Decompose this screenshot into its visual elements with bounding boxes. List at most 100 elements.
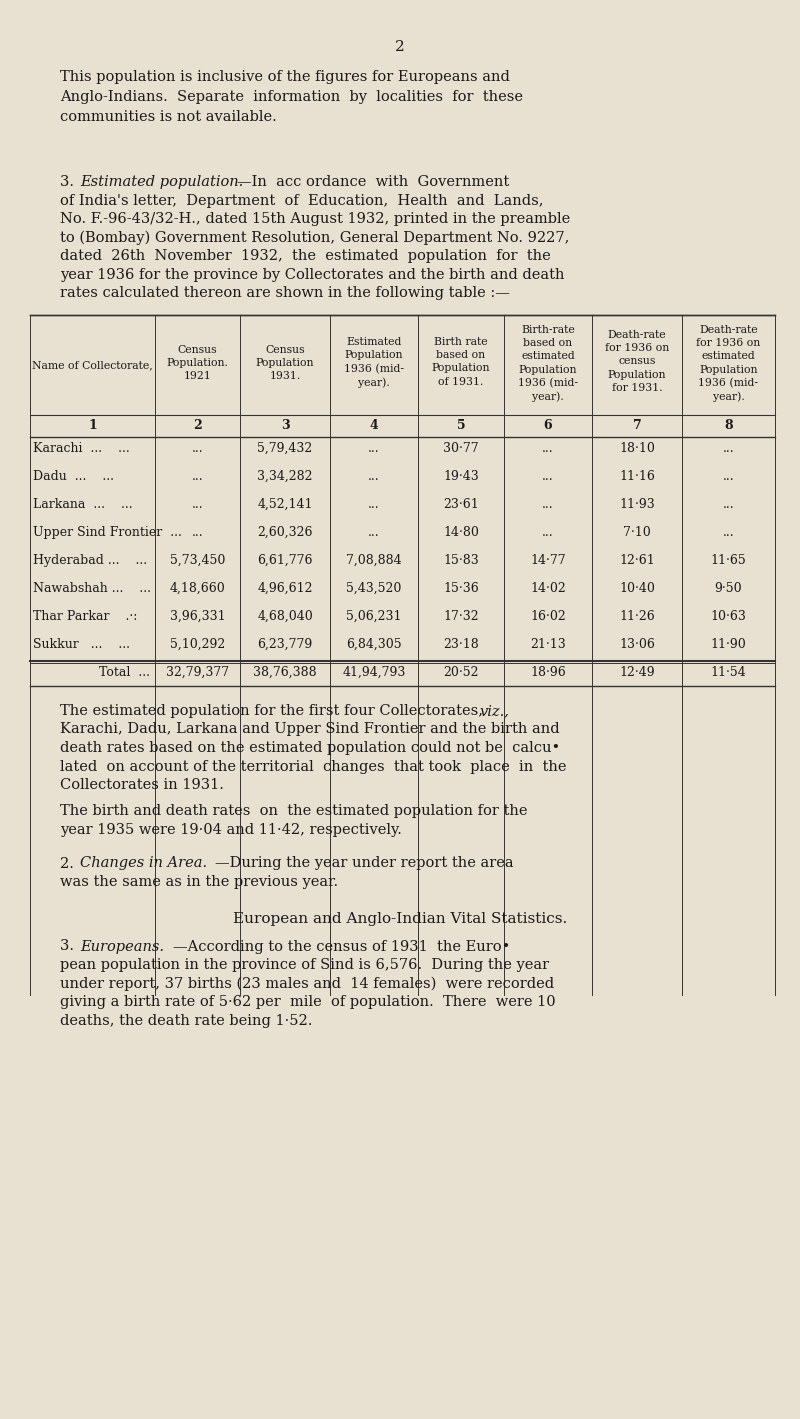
Text: 2: 2	[395, 40, 405, 54]
Text: 8: 8	[724, 419, 733, 431]
Text: Birth-rate
based on
estimated
Population
1936 (mid-
year).: Birth-rate based on estimated Population…	[518, 325, 578, 402]
Text: 41,94,793: 41,94,793	[342, 666, 406, 680]
Text: —According to the census of 1931  the Euro•: —According to the census of 1931 the Eur…	[173, 939, 510, 954]
Text: 12·61: 12·61	[619, 553, 655, 568]
Text: Death-rate
for 1936 on
census
Population
for 1931.: Death-rate for 1936 on census Population…	[605, 331, 669, 393]
Text: pean population in the province of Sind is 6,576.  During the year: pean population in the province of Sind …	[60, 958, 549, 972]
Text: 3.: 3.	[60, 939, 82, 954]
Text: ...: ...	[542, 526, 554, 539]
Text: ...: ...	[192, 498, 203, 511]
Text: —During the year under report the area: —During the year under report the area	[215, 857, 514, 870]
Text: 3,96,331: 3,96,331	[170, 610, 226, 623]
Text: 23·18: 23·18	[443, 639, 479, 651]
Text: 21·13: 21·13	[530, 639, 566, 651]
Text: ...: ...	[192, 470, 203, 482]
Text: ...: ...	[368, 441, 380, 455]
Text: deaths, the death rate being 1·52.: deaths, the death rate being 1·52.	[60, 1013, 312, 1027]
Text: 7: 7	[633, 419, 642, 431]
Text: 18·96: 18·96	[530, 666, 566, 680]
Text: 4,96,612: 4,96,612	[258, 582, 313, 595]
Text: Sukkur   ...    ...: Sukkur ... ...	[33, 639, 130, 651]
Text: year 1935 were 19·04 and 11·42, respectively.: year 1935 were 19·04 and 11·42, respecti…	[60, 823, 402, 837]
Text: 5,79,432: 5,79,432	[258, 441, 313, 455]
Text: 32,79,377: 32,79,377	[166, 666, 229, 680]
Text: Estimated
Population
1936 (mid-
year).: Estimated Population 1936 (mid- year).	[344, 336, 404, 387]
Text: ...: ...	[722, 526, 734, 539]
Text: Dadu  ...    ...: Dadu ... ...	[33, 470, 114, 482]
Text: This population is inclusive of the figures for Europeans and
Anglo-Indians.  Se: This population is inclusive of the figu…	[60, 70, 523, 123]
Text: Total  ...: Total ...	[99, 666, 150, 680]
Text: 23·61: 23·61	[443, 498, 479, 511]
Text: 16·02: 16·02	[530, 610, 566, 623]
Text: Census
Population
1931.: Census Population 1931.	[256, 345, 314, 382]
Text: 3,34,282: 3,34,282	[258, 470, 313, 482]
Text: Europeans.: Europeans.	[80, 939, 164, 954]
Text: of India's letter,  Department  of  Education,  Health  and  Lands,: of India's letter, Department of Educati…	[60, 193, 543, 207]
Text: ...: ...	[368, 498, 380, 511]
Text: 38,76,388: 38,76,388	[253, 666, 317, 680]
Text: Karachi  ...    ...: Karachi ... ...	[33, 441, 130, 455]
Text: 11·93: 11·93	[619, 498, 655, 511]
Text: ...: ...	[542, 498, 554, 511]
Text: Name of Collectorate,: Name of Collectorate,	[32, 360, 153, 370]
Text: 17·32: 17·32	[443, 610, 479, 623]
Text: 14·02: 14·02	[530, 582, 566, 595]
Text: 9·50: 9·50	[714, 582, 742, 595]
Text: No. F.-96-43/32-H., dated 15th August 1932, printed in the preamble: No. F.-96-43/32-H., dated 15th August 19…	[60, 211, 570, 226]
Text: ...: ...	[722, 498, 734, 511]
Text: Thar Parkar    .·:: Thar Parkar .·:	[33, 610, 138, 623]
Text: 11·90: 11·90	[710, 639, 746, 651]
Text: dated  26th  November  1932,  the  estimated  population  for  the: dated 26th November 1932, the estimated …	[60, 248, 550, 263]
Text: ...: ...	[192, 441, 203, 455]
Text: was the same as in the previous year.: was the same as in the previous year.	[60, 876, 338, 888]
Text: 19·43: 19·43	[443, 470, 479, 482]
Text: under report, 37 births (23 males and  14 females)  were recorded: under report, 37 births (23 males and 14…	[60, 976, 554, 990]
Text: 5,43,520: 5,43,520	[346, 582, 402, 595]
Text: 5: 5	[457, 419, 466, 431]
Text: lated  on account of the territorial  changes  that took  place  in  the: lated on account of the territorial chan…	[60, 759, 566, 773]
Text: ...: ...	[542, 470, 554, 482]
Text: 10·63: 10·63	[710, 610, 746, 623]
Text: 11·65: 11·65	[710, 553, 746, 568]
Text: —In  acc ordance  with  Government: —In acc ordance with Government	[237, 175, 510, 189]
Text: ...: ...	[368, 470, 380, 482]
Text: 12·49: 12·49	[619, 666, 655, 680]
Text: 6: 6	[544, 419, 552, 431]
Text: 2,60,326: 2,60,326	[258, 526, 313, 539]
Text: 20·52: 20·52	[443, 666, 478, 680]
Text: 4,68,040: 4,68,040	[257, 610, 313, 623]
Text: 2: 2	[193, 419, 202, 431]
Text: 7,08,884: 7,08,884	[346, 553, 402, 568]
Text: 30·77: 30·77	[443, 441, 479, 455]
Text: The birth and death rates  on  the estimated population for the: The birth and death rates on the estimat…	[60, 805, 527, 819]
Text: 3: 3	[281, 419, 290, 431]
Text: 5,73,450: 5,73,450	[170, 553, 225, 568]
Text: 14·77: 14·77	[530, 553, 566, 568]
Text: 13·06: 13·06	[619, 639, 655, 651]
Text: 15·36: 15·36	[443, 582, 479, 595]
Text: Upper Sind Frontier  ...: Upper Sind Frontier ...	[33, 526, 182, 539]
Text: year 1936 for the province by Collectorates and the birth and death: year 1936 for the province by Collectora…	[60, 268, 565, 281]
Text: 6,84,305: 6,84,305	[346, 639, 402, 651]
Text: 2.: 2.	[60, 857, 82, 870]
Text: Hyderabad ...    ...: Hyderabad ... ...	[33, 553, 147, 568]
Text: Larkana  ...    ...: Larkana ... ...	[33, 498, 133, 511]
Text: 6,61,776: 6,61,776	[258, 553, 313, 568]
Text: 5,06,231: 5,06,231	[346, 610, 402, 623]
Text: 4,18,660: 4,18,660	[170, 582, 226, 595]
Text: Nawabshah ...    ...: Nawabshah ... ...	[33, 582, 151, 595]
Text: 15·83: 15·83	[443, 553, 479, 568]
Text: viz.,: viz.,	[479, 704, 509, 718]
Text: to (Bombay) Government Resolution, General Department No. 9227,: to (Bombay) Government Resolution, Gener…	[60, 230, 570, 245]
Text: death rates based on the estimated population could not be  calcu•: death rates based on the estimated popul…	[60, 741, 560, 755]
Text: 4: 4	[370, 419, 378, 431]
Text: ...: ...	[542, 441, 554, 455]
Text: Death-rate
for 1936 on
estimated
Population
1936 (mid-
year).: Death-rate for 1936 on estimated Populat…	[696, 325, 761, 402]
Text: ...: ...	[722, 470, 734, 482]
Text: giving a birth rate of 5·62 per  mile  of population.  There  were 10: giving a birth rate of 5·62 per mile of …	[60, 995, 556, 1009]
Text: 1: 1	[88, 419, 97, 431]
Text: Changes in Area.: Changes in Area.	[80, 857, 207, 870]
Text: 10·40: 10·40	[619, 582, 655, 595]
Text: Birth rate
based on
Population
of 1931.: Birth rate based on Population of 1931.	[432, 336, 490, 386]
Text: ...: ...	[722, 441, 734, 455]
